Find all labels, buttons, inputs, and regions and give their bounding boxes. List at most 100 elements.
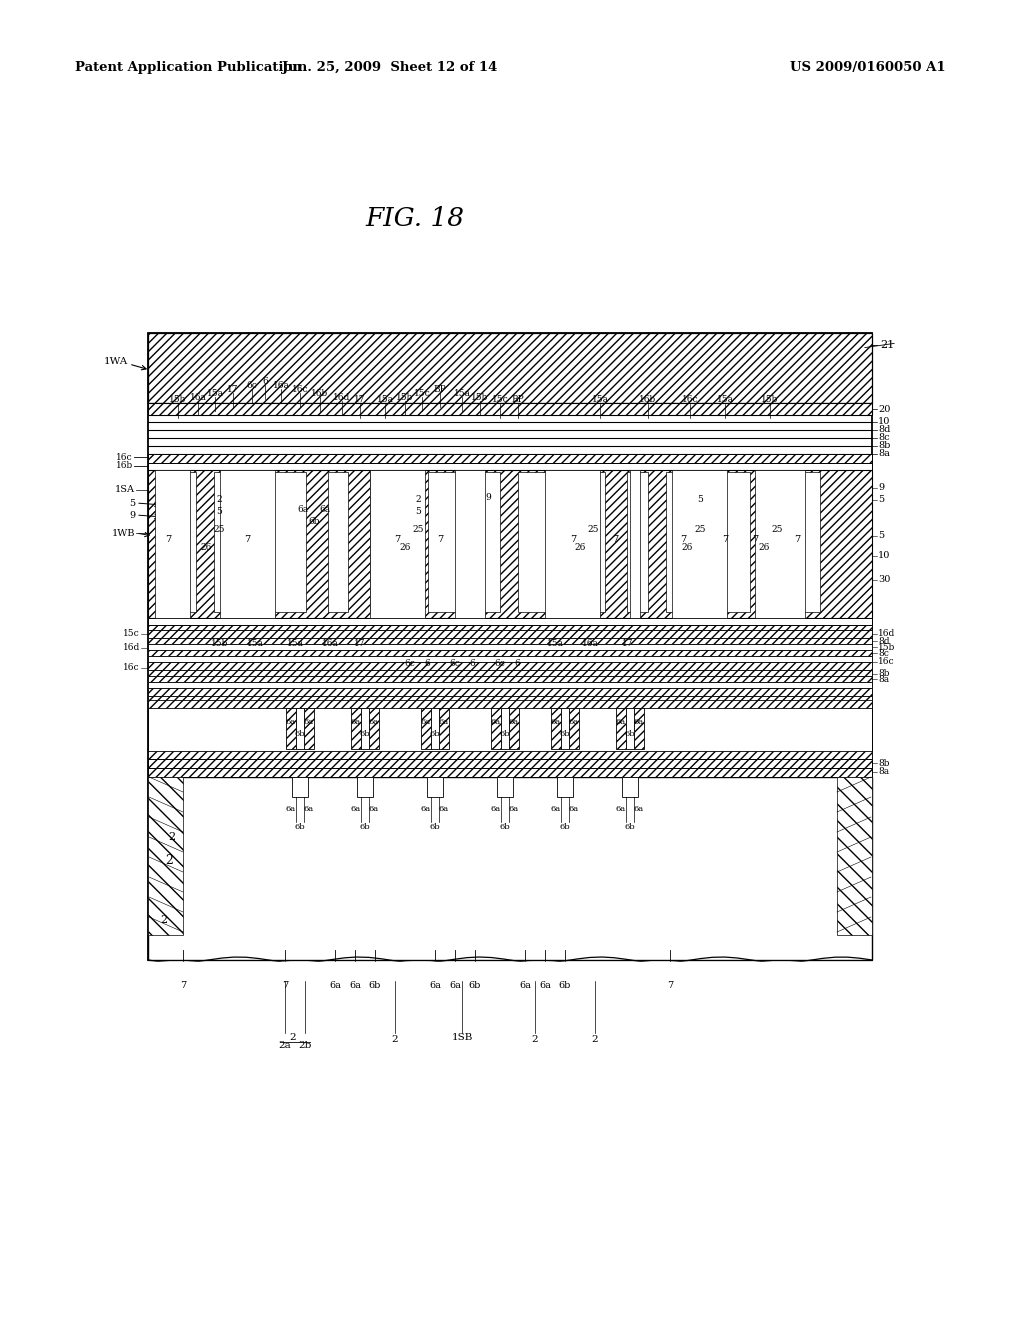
Text: 8b: 8b	[878, 759, 890, 767]
Text: 6a: 6a	[429, 981, 441, 990]
Text: 6a: 6a	[351, 718, 361, 726]
Bar	[148, 663, 872, 671]
Text: 7: 7	[612, 536, 618, 544]
Text: 8c: 8c	[878, 648, 889, 657]
Bar	[370, 473, 410, 612]
Bar	[666, 473, 700, 612]
Text: 7: 7	[180, 981, 186, 990]
Text: 6: 6	[424, 659, 430, 668]
Text: 1WA: 1WA	[103, 358, 128, 367]
Text: 8a: 8a	[878, 450, 890, 458]
Bar	[220, 470, 275, 618]
Text: 6c: 6c	[495, 659, 506, 668]
Text: 10: 10	[878, 552, 891, 561]
Text: 26: 26	[399, 544, 411, 553]
Bar	[148, 671, 872, 676]
Bar	[458, 473, 480, 612]
Text: 26: 26	[574, 544, 586, 553]
Text: Jun. 25, 2009  Sheet 12 of 14: Jun. 25, 2009 Sheet 12 of 14	[283, 62, 498, 74]
Bar	[369, 708, 379, 748]
Text: 6: 6	[469, 659, 475, 668]
Bar	[428, 473, 458, 612]
Bar	[148, 624, 872, 630]
Text: 15a: 15a	[592, 396, 608, 404]
Text: 8a: 8a	[878, 767, 889, 776]
Bar	[148, 470, 872, 618]
Bar	[148, 618, 872, 624]
Text: 16d: 16d	[334, 392, 350, 401]
Text: 2: 2	[168, 832, 175, 842]
Text: 7: 7	[394, 536, 400, 544]
Bar	[266, 473, 306, 612]
Text: 15b: 15b	[761, 396, 778, 404]
Text: 6a: 6a	[369, 718, 379, 726]
Bar	[648, 473, 666, 612]
Text: 5: 5	[878, 495, 884, 504]
Text: 6a: 6a	[490, 718, 501, 726]
Text: 8b: 8b	[878, 669, 890, 678]
Bar	[501, 708, 509, 748]
Text: 7: 7	[722, 536, 728, 544]
Bar	[569, 708, 579, 748]
Bar	[361, 708, 369, 748]
Text: BP: BP	[512, 396, 524, 404]
Text: 30: 30	[878, 576, 891, 585]
Bar	[148, 777, 183, 935]
Text: 5: 5	[129, 499, 135, 507]
Text: 6a: 6a	[351, 805, 361, 813]
Text: 6b: 6b	[359, 730, 371, 738]
Text: 2: 2	[160, 915, 167, 925]
Text: 15b: 15b	[878, 643, 895, 652]
Bar	[148, 463, 872, 470]
Text: 15a: 15a	[547, 639, 563, 648]
Text: 9: 9	[878, 483, 884, 492]
Bar	[148, 333, 872, 960]
Text: 7: 7	[570, 536, 577, 544]
Bar	[148, 465, 872, 473]
Text: 25: 25	[771, 525, 782, 535]
Text: 9: 9	[485, 492, 490, 502]
Text: 6b: 6b	[500, 730, 510, 738]
Bar	[755, 470, 805, 618]
Bar	[573, 473, 605, 612]
Text: 6a: 6a	[329, 981, 341, 990]
Text: 15a: 15a	[377, 396, 393, 404]
Text: 15a: 15a	[287, 639, 303, 648]
Text: 21: 21	[880, 341, 894, 350]
Bar	[148, 454, 872, 630]
Bar	[286, 708, 296, 748]
Text: 26: 26	[681, 544, 692, 553]
Bar	[439, 708, 449, 748]
Bar	[148, 751, 872, 759]
Bar	[148, 622, 872, 630]
Bar	[837, 777, 872, 935]
Bar	[627, 473, 648, 612]
Text: 16b: 16b	[311, 388, 329, 397]
Text: 2b: 2b	[298, 1040, 311, 1049]
Bar	[328, 473, 348, 612]
Text: 2a: 2a	[279, 1040, 292, 1049]
Bar	[170, 473, 196, 612]
Bar	[148, 333, 872, 403]
Text: 5: 5	[415, 507, 421, 516]
Text: 15b: 15b	[471, 392, 488, 401]
Text: 6a: 6a	[369, 805, 379, 813]
Text: 6: 6	[514, 659, 520, 668]
Text: 6a: 6a	[297, 506, 308, 515]
Bar	[672, 470, 727, 618]
Bar	[551, 708, 561, 748]
Text: 7: 7	[282, 981, 288, 990]
Bar	[351, 708, 361, 748]
Text: 6b: 6b	[430, 822, 440, 832]
Text: FIG. 18: FIG. 18	[366, 206, 465, 231]
Text: 2: 2	[592, 1035, 598, 1044]
Text: 6a: 6a	[490, 805, 501, 813]
Bar	[148, 696, 872, 702]
Text: 6a: 6a	[616, 718, 626, 726]
Text: 5: 5	[216, 507, 222, 516]
Text: 15b: 15b	[396, 392, 414, 401]
Text: 26: 26	[759, 544, 770, 553]
Text: 16c: 16c	[123, 664, 140, 672]
Text: 16c: 16c	[682, 396, 698, 404]
Text: 7: 7	[794, 536, 800, 544]
